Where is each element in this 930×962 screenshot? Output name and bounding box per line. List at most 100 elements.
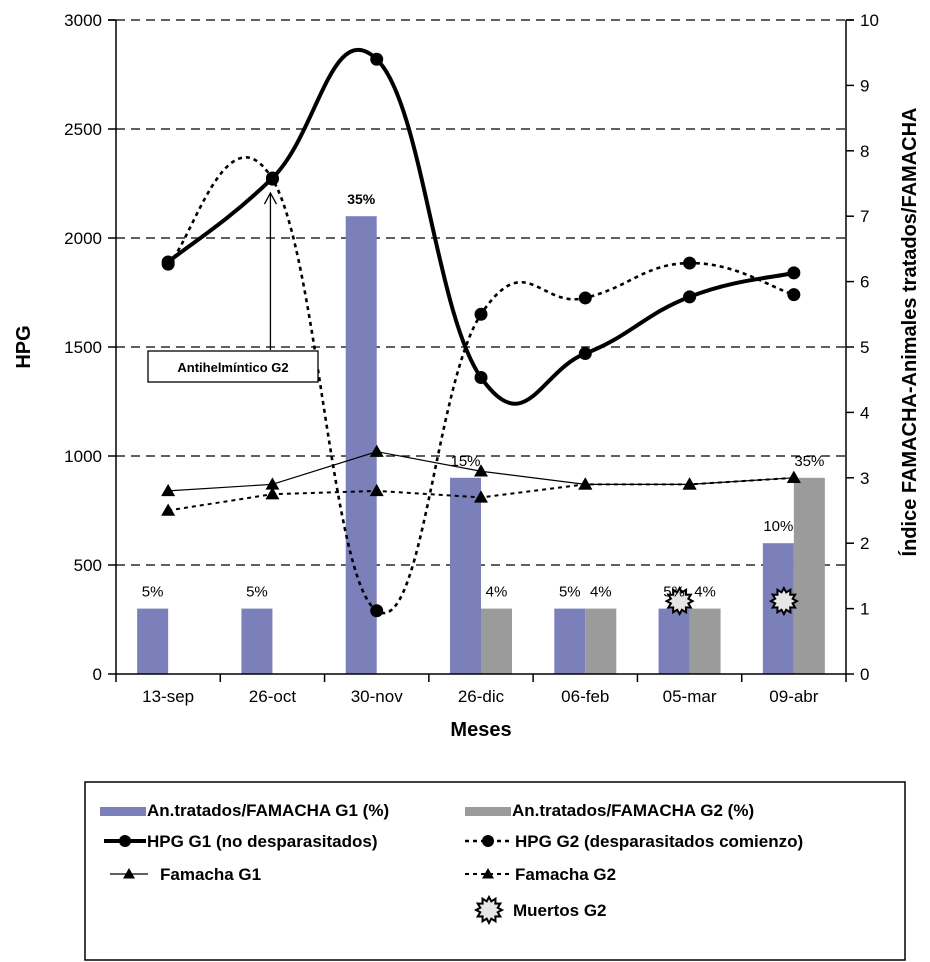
marker-famacha-g1: [161, 483, 176, 497]
legend-label: Muertos G2: [513, 901, 607, 920]
marker-famacha-g2: [161, 503, 176, 516]
bar-g2: [481, 608, 512, 674]
legend-label: Famacha G2: [515, 865, 616, 884]
line-hpg-g2: [167, 156, 795, 615]
y-tick-label: 3000: [64, 11, 102, 30]
data-label-g1: 5%: [663, 584, 685, 601]
y-tick-label: 1000: [64, 447, 102, 466]
bar-g1: [241, 608, 273, 674]
legend-swatch-g1-bar: [100, 807, 146, 816]
marker-famacha-g2: [369, 483, 384, 497]
data-label-g2: 4%: [590, 584, 612, 601]
y2-tick-label: 1: [860, 600, 869, 619]
y2-tick-label: 10: [860, 11, 879, 30]
gridlines: [116, 19, 846, 566]
marker-hpg-g1: [683, 290, 697, 304]
data-label-g2: 4%: [694, 584, 716, 601]
marker-hpg-g1: [578, 347, 592, 361]
y-tick-label: 2500: [64, 120, 102, 139]
data-label-g1: 5%: [559, 584, 581, 601]
series-markers: [161, 52, 801, 618]
y-tick-label: 2000: [64, 229, 102, 248]
bar-g1: [554, 608, 586, 674]
bar-g2: [793, 477, 825, 674]
bar-g1: [658, 608, 690, 674]
annotation-arrowhead: [263, 191, 277, 205]
bar-g1: [345, 216, 377, 674]
bars: [137, 216, 825, 674]
x-tick-label: 09-abr: [769, 687, 818, 706]
y2-tick-label: 8: [860, 142, 869, 161]
data-label-g1: 5%: [142, 584, 164, 601]
legend-swatch-g2-bar: [465, 807, 511, 816]
marker-hpg-g2: [683, 256, 697, 270]
marker-famacha-g2: [682, 477, 697, 490]
data-labels: 5% 5% 35% 15% 5% 5% 10% 4% 4% 4% 35%: [142, 191, 825, 600]
marker-hpg-g2: [578, 291, 592, 305]
series-lines: [166, 48, 795, 615]
y2-tick-label: 9: [860, 76, 869, 95]
marker-famacha-g2: [786, 470, 801, 484]
legend-marker-famacha-g1: [123, 868, 135, 879]
x-axis-title: Meses: [450, 719, 511, 741]
x-tick-label: 30-nov: [351, 687, 403, 706]
data-label-g2: 4%: [486, 584, 508, 601]
x-tick-label: 26-oct: [249, 687, 297, 706]
y2-tick-label: 4: [860, 403, 869, 422]
legend-marker-muertos-g2: [473, 894, 505, 926]
y2-tick-label: 0: [860, 665, 869, 684]
legend-label: An.tratados/FAMACHA G2 (%): [512, 801, 754, 820]
x-tick-label: 13-sep: [142, 687, 194, 706]
marker-hpg-g1: [474, 371, 488, 385]
legend-label: An.tratados/FAMACHA G1 (%): [147, 801, 389, 820]
x-tick-label: 06-feb: [561, 687, 609, 706]
data-label-g1: 15%: [450, 453, 480, 470]
bar-g1: [450, 477, 481, 674]
data-label-g2: 35%: [794, 453, 824, 470]
line-hpg-g1: [166, 48, 795, 406]
y-tick-label: 500: [74, 556, 102, 575]
marker-hpg-g2: [474, 307, 488, 321]
data-label-g1: 35%: [347, 191, 376, 207]
annotation: Antihelmíntico G2: [147, 191, 319, 383]
marker-hpg-g2: [161, 257, 175, 271]
y-tick-label: 1500: [64, 338, 102, 357]
marker-muertos-g2: [664, 586, 695, 617]
y-tick-label: 0: [93, 665, 102, 684]
marker-famacha-g2: [578, 477, 593, 490]
marker-famacha-g1: [265, 477, 280, 490]
y2-tick-label: 5: [860, 338, 869, 357]
marker-hpg-g2: [265, 172, 279, 186]
y2-tick-label: 7: [860, 207, 869, 226]
annotation-text: Antihelmíntico G2: [177, 360, 288, 375]
bar-g2: [689, 608, 721, 674]
data-label-g1: 5%: [246, 584, 268, 601]
y-axis-title: HPG: [13, 325, 35, 368]
marker-famacha-g1: [474, 464, 488, 477]
legend: An.tratados/FAMACHA G1 (%) An.tratados/FA…: [84, 781, 906, 961]
y2-tick-label: 6: [860, 273, 869, 292]
marker-hpg-g2: [787, 288, 801, 302]
y2-tick-label: 2: [860, 534, 869, 553]
marker-hpg-g2: [370, 604, 384, 618]
annotation-box: [147, 350, 319, 383]
marker-hpg-g1: [370, 52, 384, 66]
marker-famacha-g1: [369, 444, 384, 457]
bar-g2: [585, 608, 617, 674]
y2-tick-label: 3: [860, 469, 869, 488]
legend-label: HPG G1 (no desparasitados): [147, 832, 378, 851]
legend-label: HPG G2 (desparasitados comienzo): [515, 832, 803, 851]
x-tick-label: 05-mar: [663, 687, 717, 706]
bar-g1: [137, 608, 169, 674]
data-label-g1: 10%: [763, 518, 793, 535]
legend-marker-famacha-g2: [482, 868, 494, 879]
legend-marker-hpg-g2: [482, 835, 494, 847]
marker-muertos-g2: [768, 586, 799, 617]
legend-marker-hpg-g1: [119, 835, 131, 847]
legend-label: Famacha G1: [160, 865, 261, 884]
marker-famacha-g2: [474, 490, 488, 503]
x-tick-label: 26-dic: [458, 687, 505, 706]
axes: 0 500 1000 1500 2000 2500 3000 0 1 2 3 4 5 6 7 8 9 10 13-s…: [13, 11, 921, 741]
y2-axis-title: Índice FAMACHA-Animales tratados/FAMACHA: [898, 108, 921, 557]
